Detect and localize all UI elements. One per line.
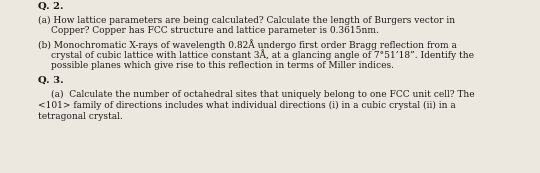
Text: Q. 3.: Q. 3. xyxy=(38,76,64,85)
Text: Q. 2.: Q. 2. xyxy=(38,2,64,11)
Text: <101> family of directions includes what individual directions (i) in a cubic cr: <101> family of directions includes what… xyxy=(38,101,456,110)
Text: crystal of cubic lattice with lattice constant 3Å, at a glancing angle of 7°51’1: crystal of cubic lattice with lattice co… xyxy=(51,49,474,60)
Text: tetragonal crystal.: tetragonal crystal. xyxy=(38,112,123,121)
Text: (a) How lattice parameters are being calculated? Calculate the length of Burgers: (a) How lattice parameters are being cal… xyxy=(38,16,455,25)
Text: Copper? Copper has FCC structure and lattice parameter is 0.3615nm.: Copper? Copper has FCC structure and lat… xyxy=(51,26,379,35)
Text: possible planes which give rise to this reflection in terms of Miller indices.: possible planes which give rise to this … xyxy=(51,61,394,70)
Text: (a)  Calculate the number of octahedral sites that uniquely belong to one FCC un: (a) Calculate the number of octahedral s… xyxy=(51,90,475,99)
Text: (b) Monochromatic X-rays of wavelength 0.82Å undergo first order Bragg reflectio: (b) Monochromatic X-rays of wavelength 0… xyxy=(38,39,457,50)
